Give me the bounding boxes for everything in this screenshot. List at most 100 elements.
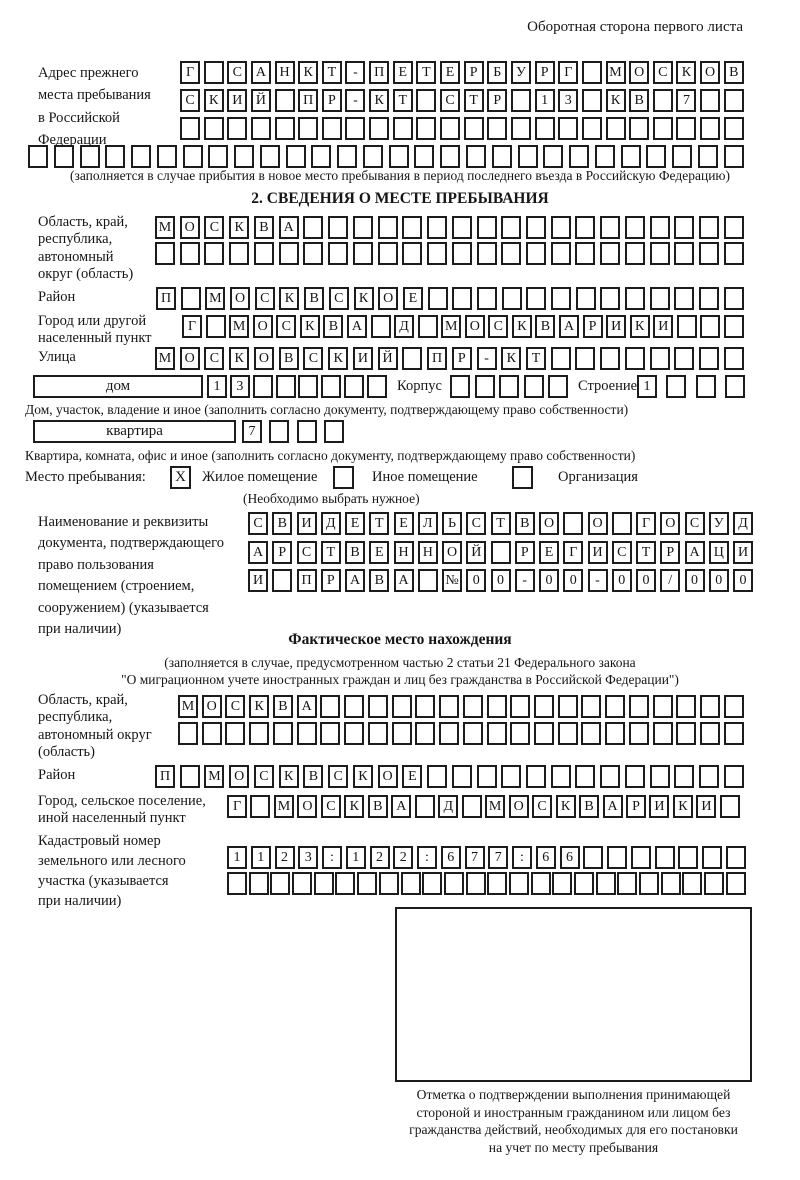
char-cell[interactable] <box>563 512 584 535</box>
char-cell[interactable] <box>666 375 687 398</box>
char-cell[interactable] <box>550 347 571 370</box>
char-cell[interactable]: Ц <box>708 541 729 564</box>
char-cell[interactable] <box>697 145 718 168</box>
char-cell[interactable]: И <box>606 315 627 338</box>
char-cell[interactable] <box>581 89 602 112</box>
char-cell[interactable]: 1 <box>637 375 657 398</box>
char-cell[interactable] <box>313 872 334 895</box>
char-cell[interactable]: 0 <box>636 569 656 592</box>
char-cell[interactable] <box>298 375 319 398</box>
char-cell[interactable]: С <box>254 287 275 310</box>
char-cell[interactable]: В <box>367 795 388 818</box>
char-cell[interactable] <box>674 347 695 370</box>
char-cell[interactable] <box>652 117 673 140</box>
char-cell[interactable]: В <box>272 512 293 535</box>
char-cell[interactable]: Р <box>514 541 535 564</box>
char-cell[interactable] <box>321 375 342 398</box>
char-cell[interactable]: Г <box>227 795 247 818</box>
char-cell[interactable] <box>178 722 198 745</box>
char-cell[interactable]: О <box>464 315 485 338</box>
char-cell[interactable]: В <box>369 569 390 592</box>
char-cell[interactable]: : <box>512 846 532 869</box>
char-cell[interactable]: К <box>229 347 250 370</box>
char-cell[interactable] <box>105 145 126 168</box>
char-cell[interactable] <box>476 242 497 265</box>
char-cell[interactable]: А <box>391 795 412 818</box>
char-cell[interactable] <box>649 347 670 370</box>
char-cell[interactable]: : <box>322 846 342 869</box>
char-cell[interactable] <box>463 117 484 140</box>
char-cell[interactable]: В <box>323 315 344 338</box>
char-cell[interactable]: О <box>253 347 274 370</box>
char-cell[interactable]: В <box>345 541 365 564</box>
char-cell[interactable]: - <box>345 61 366 84</box>
char-cell[interactable] <box>414 795 435 818</box>
char-cell[interactable] <box>676 722 697 745</box>
char-cell[interactable] <box>548 375 568 398</box>
char-cell[interactable] <box>639 872 660 895</box>
char-cell[interactable] <box>227 872 247 895</box>
char-cell[interactable] <box>53 145 74 168</box>
char-cell[interactable]: Г <box>563 541 584 564</box>
char-cell[interactable] <box>249 722 270 745</box>
char-cell[interactable] <box>229 242 250 265</box>
char-cell[interactable] <box>443 872 464 895</box>
char-cell[interactable]: 6 <box>535 846 556 869</box>
checkbox-organization[interactable] <box>512 466 533 489</box>
char-cell[interactable] <box>501 765 522 788</box>
char-cell[interactable] <box>131 145 152 168</box>
char-cell[interactable] <box>630 846 651 869</box>
char-cell[interactable] <box>723 216 744 239</box>
char-cell[interactable] <box>328 216 349 239</box>
char-cell[interactable] <box>699 287 720 310</box>
char-cell[interactable] <box>723 287 744 310</box>
char-cell[interactable]: К <box>511 315 532 338</box>
char-cell[interactable]: С <box>320 795 341 818</box>
char-cell[interactable] <box>649 287 670 310</box>
char-cell[interactable]: 7 <box>676 89 697 112</box>
char-cell[interactable] <box>451 216 472 239</box>
char-cell[interactable]: А <box>345 569 365 592</box>
char-cell[interactable]: В <box>514 512 535 535</box>
char-cell[interactable] <box>594 145 615 168</box>
char-cell[interactable] <box>646 145 667 168</box>
char-cell[interactable]: Т <box>526 347 547 370</box>
char-cell[interactable] <box>344 722 365 745</box>
char-cell[interactable] <box>510 695 531 718</box>
char-cell[interactable] <box>557 722 578 745</box>
checkbox-other-premises[interactable] <box>333 466 354 489</box>
char-cell[interactable]: В <box>253 216 274 239</box>
char-cell[interactable]: И <box>587 541 608 564</box>
char-cell[interactable] <box>155 242 175 265</box>
char-cell[interactable] <box>208 145 229 168</box>
char-cell[interactable] <box>575 765 596 788</box>
char-cell[interactable] <box>600 765 621 788</box>
char-cell[interactable] <box>272 569 293 592</box>
char-cell[interactable]: Т <box>369 512 390 535</box>
char-cell[interactable] <box>557 695 578 718</box>
char-cell[interactable]: Н <box>393 541 414 564</box>
char-cell[interactable]: С <box>248 512 268 535</box>
char-cell[interactable]: Т <box>490 512 511 535</box>
char-cell[interactable] <box>311 145 332 168</box>
char-cell[interactable] <box>723 242 744 265</box>
char-cell[interactable] <box>574 872 594 895</box>
char-cell[interactable]: 3 <box>229 375 250 398</box>
char-cell[interactable]: Й <box>250 89 271 112</box>
char-cell[interactable]: 1 <box>207 375 227 398</box>
char-cell[interactable] <box>723 315 744 338</box>
char-cell[interactable] <box>534 722 555 745</box>
char-cell[interactable] <box>700 89 721 112</box>
char-cell[interactable]: И <box>696 795 717 818</box>
char-cell[interactable]: О <box>179 347 200 370</box>
char-cell[interactable] <box>534 695 555 718</box>
char-cell[interactable] <box>700 722 721 745</box>
char-cell[interactable]: 7 <box>242 420 262 443</box>
char-cell[interactable] <box>274 89 295 112</box>
char-cell[interactable]: И <box>733 541 753 564</box>
char-cell[interactable]: С <box>466 512 487 535</box>
char-cell[interactable] <box>476 765 497 788</box>
char-cell[interactable] <box>510 722 531 745</box>
char-cell[interactable]: Г <box>180 61 200 84</box>
char-cell[interactable]: О <box>229 765 250 788</box>
